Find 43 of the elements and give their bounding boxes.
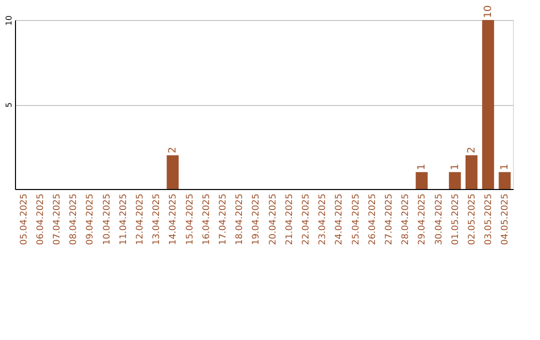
x-tick-label: 05.04.2025 <box>19 194 30 246</box>
x-tick-label: 18.04.2025 <box>235 194 246 246</box>
x-tick-label: 30.04.2025 <box>434 194 444 246</box>
bar <box>166 155 179 189</box>
y-tick-label: 5 <box>4 102 14 108</box>
x-tick-label: 10.04.2025 <box>102 194 112 246</box>
x-tick-label: 11.04.2025 <box>118 194 129 246</box>
x-tick-label: 08.04.2025 <box>69 194 80 246</box>
x-tick-label: 04.05.2025 <box>500 194 511 246</box>
bar <box>416 172 428 189</box>
data-label: 10 <box>483 5 494 18</box>
x-tick-label: 06.04.2025 <box>36 194 46 246</box>
x-tick-label: 12.04.2025 <box>136 194 146 246</box>
x-tick-label: 01.05.2025 <box>450 194 461 246</box>
data-label: 2 <box>466 146 478 154</box>
bar <box>482 20 494 189</box>
x-tick-label: 16.04.2025 <box>202 194 212 246</box>
x-tick-label: 19.04.2025 <box>252 194 262 246</box>
x-tick-label: 20.04.2025 <box>268 194 278 246</box>
bar <box>466 155 478 189</box>
bar <box>448 172 461 189</box>
x-tick-label: 29.04.2025 <box>418 194 428 246</box>
bar <box>498 172 511 189</box>
x-tick-label: 26.04.2025 <box>368 194 378 246</box>
x-tick-label: 25.04.2025 <box>351 194 362 246</box>
x-tick-label: 03.05.2025 <box>484 194 494 246</box>
x-tick-label: 02.05.2025 <box>468 194 478 246</box>
x-tick-label: 17.04.2025 <box>218 194 228 246</box>
x-tick-label: 13.04.2025 <box>152 194 162 246</box>
x-tick-label: 14.04.2025 <box>168 194 179 246</box>
x-tick-label: 15.04.2025 <box>185 194 196 246</box>
data-label: 2 <box>168 146 179 154</box>
data-label: 1 <box>416 164 428 170</box>
x-tick-label: 22.04.2025 <box>302 194 312 246</box>
x-tick-label: 24.04.2025 <box>334 194 345 246</box>
x-tick-label: 21.04.2025 <box>284 194 295 246</box>
x-tick-label: 09.04.2025 <box>86 194 96 246</box>
data-label: 1 <box>500 164 511 170</box>
data-label: 1 <box>450 164 461 170</box>
x-tick-label: 28.04.2025 <box>401 194 412 246</box>
x-tick-label: 27.04.2025 <box>384 194 394 246</box>
x-tick-label: 07.04.2025 <box>52 194 62 246</box>
x-tick-label: 23.04.2025 <box>318 194 328 246</box>
